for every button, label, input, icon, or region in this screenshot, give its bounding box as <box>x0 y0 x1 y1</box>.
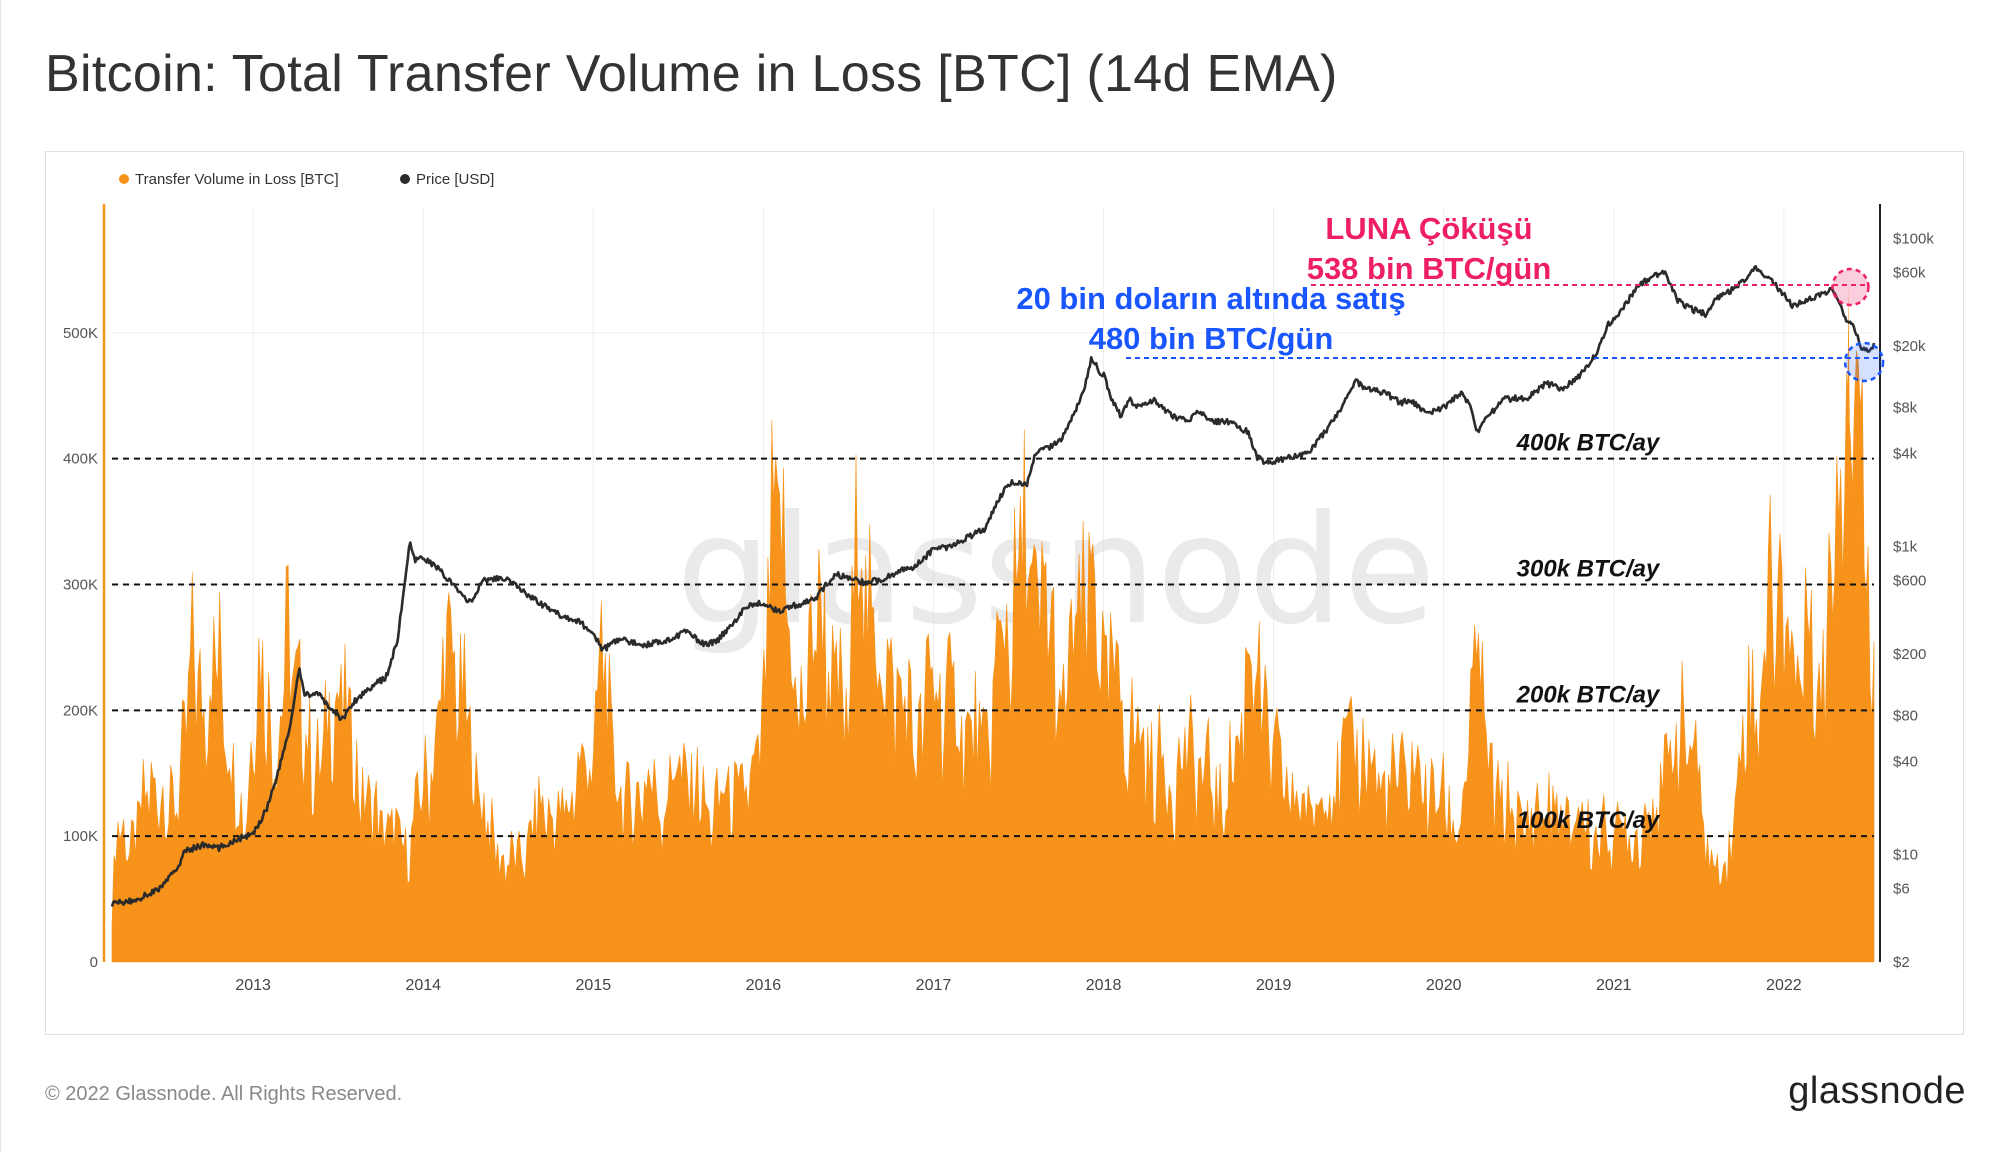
glassnode-logo: glassnode <box>1788 1070 1966 1112</box>
right-axis-tick-label: $10 <box>1893 846 1918 863</box>
x-axis-tick-label: 2014 <box>405 977 441 994</box>
x-axis-tick-label: 2017 <box>916 977 952 994</box>
right-axis-tick-label: $2 <box>1893 954 1910 971</box>
luna-highlight-circle <box>1831 267 1870 307</box>
left-axis-tick-label: 200K <box>63 702 98 719</box>
support-annotation-line2: 480 bin BTC/gün <box>1089 321 1334 356</box>
x-axis-tick-label: 2020 <box>1426 977 1462 994</box>
volume-area <box>111 350 1875 963</box>
x-axis-tick-label: 2021 <box>1596 977 1632 994</box>
chart-svg: glassnode 100k BTC/ay 200k BTC/ay 300k BTC/… <box>63 171 1934 994</box>
threshold-label: 200k BTC/ay <box>1516 681 1661 708</box>
copyright-text: © 2022 Glassnode. All Rights Reserved. <box>45 1083 403 1105</box>
right-axis-tick-label: $80 <box>1893 707 1918 724</box>
left-axis-tick-label: 100K <box>63 828 98 845</box>
support-highlight-circle <box>1843 341 1885 383</box>
threshold-label: 100k BTC/ay <box>1517 807 1661 834</box>
legend-volume-marker <box>119 174 129 184</box>
price-line <box>110 265 1876 907</box>
watermark-text: glassnode <box>676 484 1435 658</box>
x-axis-tick-label: 2022 <box>1766 977 1802 994</box>
x-axis-tick-label: 2019 <box>1256 977 1292 994</box>
page-title: Bitcoin: Total Transfer Volume in Loss [… <box>45 45 1338 103</box>
x-axis-tick-label: 2018 <box>1086 977 1122 994</box>
right-axis-tick-label: $200 <box>1893 646 1926 663</box>
luna-annotation-line2: 538 bin BTC/gün <box>1307 251 1552 286</box>
x-axis-tick-label: 2013 <box>235 977 271 994</box>
right-axis-tick-label: $40 <box>1893 754 1918 771</box>
luna-annotation-line1: LUNA Çöküşü <box>1325 211 1532 246</box>
x-axis-tick-label: 2015 <box>576 977 612 994</box>
right-axis-tick-label: $100k <box>1893 230 1934 247</box>
volume-peak-support <box>1852 358 1865 962</box>
right-axis-tick-label: $1k <box>1893 538 1918 555</box>
right-axis-tick-label: $8k <box>1893 399 1918 416</box>
chart-card: glassnode 100k BTC/ay 200k BTC/ay 300k BTC/… <box>45 151 1964 1035</box>
x-axis-tick-label: 2016 <box>746 977 782 994</box>
right-axis-tick-label: $6 <box>1893 881 1910 898</box>
right-axis-tick-label: $20k <box>1893 338 1926 355</box>
left-axis-tick-label: 500K <box>63 325 98 342</box>
legend-price-label: Price [USD] <box>416 171 494 188</box>
support-annotation-line1: 20 bin doların altında satış <box>1016 281 1405 316</box>
legend-price-marker <box>400 174 410 184</box>
left-axis-tick-label: 400K <box>63 451 98 468</box>
threshold-label: 300k BTC/ay <box>1517 556 1661 583</box>
threshold-label: 400k BTC/ay <box>1516 430 1661 457</box>
right-axis-tick-label: $600 <box>1893 573 1926 590</box>
left-axis-tick-label: 0 <box>90 954 98 971</box>
right-axis-tick-label: $60k <box>1893 265 1926 282</box>
volume-peak-luna <box>1842 285 1855 962</box>
left-axis-tick-label: 300K <box>63 577 98 594</box>
right-axis-tick-label: $4k <box>1893 446 1918 463</box>
legend-volume-label: Transfer Volume in Loss [BTC] <box>135 171 339 188</box>
